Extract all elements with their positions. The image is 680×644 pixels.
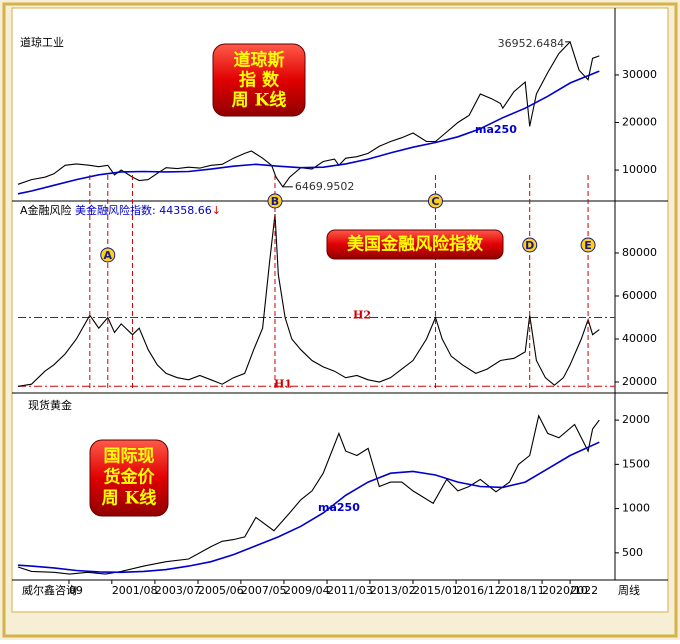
min-label: 6469.9502: [295, 180, 355, 193]
x-tick-label: 2001/08: [112, 584, 158, 597]
series-line: [17, 40, 600, 188]
event-label: E: [584, 239, 592, 252]
event-label: C: [431, 195, 439, 208]
legend-name: 美金融风险指数:: [75, 203, 156, 217]
x-tick-label: 2022: [570, 584, 598, 597]
panel-label: 道琼工业: [20, 35, 64, 49]
series-line: [17, 441, 600, 574]
x-tick-label: 2009/04: [284, 584, 330, 597]
chart-title: 国际现: [104, 447, 155, 467]
panel-label: 现货黄金: [28, 398, 72, 412]
y-tick-label: 1500: [622, 457, 650, 470]
max-label: 36952.6484: [498, 37, 564, 50]
event-marker: [580, 237, 596, 253]
x-tick-label: 2003/07: [155, 584, 201, 597]
title-box: [326, 229, 504, 260]
x-tick-label: 2007/05: [241, 584, 287, 597]
threshold-label: H2: [353, 308, 371, 321]
watermark-bg: [20, 583, 68, 599]
event-marker: [427, 193, 443, 209]
title-box: [212, 43, 306, 117]
panel-label: A金融风险: [20, 203, 72, 217]
event-marker: [267, 193, 283, 209]
last-value: 44358.66: [159, 204, 212, 217]
event-marker: [522, 237, 538, 253]
y-tick-label: 20000: [622, 375, 657, 388]
x-unit: 周线: [618, 583, 640, 597]
x-tick-label: 2020/10: [542, 584, 588, 597]
threshold-label: H1: [274, 377, 292, 390]
x-tick-label: 2018/11: [499, 584, 545, 597]
event-marker: [100, 247, 116, 263]
x-tick-label: 2011/03: [327, 584, 373, 597]
y-tick-label: 20000: [622, 115, 657, 128]
chart-title: 美国金融风险指数: [347, 234, 484, 255]
y-tick-label: 1000: [622, 502, 650, 515]
title-box: [89, 439, 169, 517]
event-label: A: [104, 249, 113, 262]
chart-title: 周 K线: [232, 90, 287, 111]
series-line: [17, 214, 600, 387]
series-line: [17, 414, 600, 575]
y-tick-label: 500: [622, 546, 643, 559]
chart-title: 指 数: [239, 70, 280, 91]
y-tick-label: 60000: [622, 289, 657, 302]
chart-title: 货金价: [104, 467, 156, 488]
layer: 10000 20000 30000 20000 40000 60000 80000 H2 H1 5…: [17, 37, 657, 599]
chart-title: 周 K线: [102, 488, 157, 509]
ma-label: ma250: [318, 501, 360, 514]
watermark: 威尔鑫咨询: [22, 583, 77, 597]
plot-area: [11, 7, 669, 613]
indicator: ↓: [212, 204, 221, 217]
y-tick-label: 2000: [622, 413, 650, 426]
x-tick-label: 2005/06: [198, 584, 244, 597]
ma-label: ma250: [475, 123, 517, 136]
y-tick-label: 10000: [622, 163, 657, 176]
chart-title: 道琼斯: [234, 50, 285, 71]
x-tick-label: 2016/12: [456, 584, 502, 597]
panel-header: A金融风险 美金融风险指数: 44358.66↓: [20, 203, 221, 217]
y-tick-label: 80000: [622, 246, 657, 259]
x-tick-label: 09: [69, 584, 83, 597]
event-label: B: [271, 195, 279, 208]
y-tick-label: 30000: [622, 68, 657, 81]
series-line: [17, 70, 600, 195]
y-tick-label: 40000: [622, 332, 657, 345]
x-tick-label: 2013/02: [370, 584, 416, 597]
event-label: D: [525, 239, 534, 252]
x-tick-label: 2015/01: [413, 584, 459, 597]
